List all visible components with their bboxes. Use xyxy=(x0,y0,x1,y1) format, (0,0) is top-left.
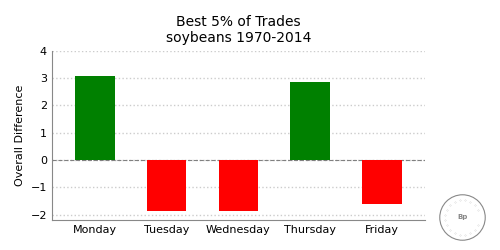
Title: Best 5% of Trades
soybeans 1970-2014: Best 5% of Trades soybeans 1970-2014 xyxy=(166,15,311,45)
Bar xyxy=(75,76,114,160)
Bar xyxy=(147,160,186,210)
Bar xyxy=(362,160,402,204)
Y-axis label: Overall Difference: Overall Difference xyxy=(15,85,25,186)
Bar xyxy=(218,160,258,211)
Text: Bp: Bp xyxy=(458,214,468,220)
Bar xyxy=(290,82,330,160)
